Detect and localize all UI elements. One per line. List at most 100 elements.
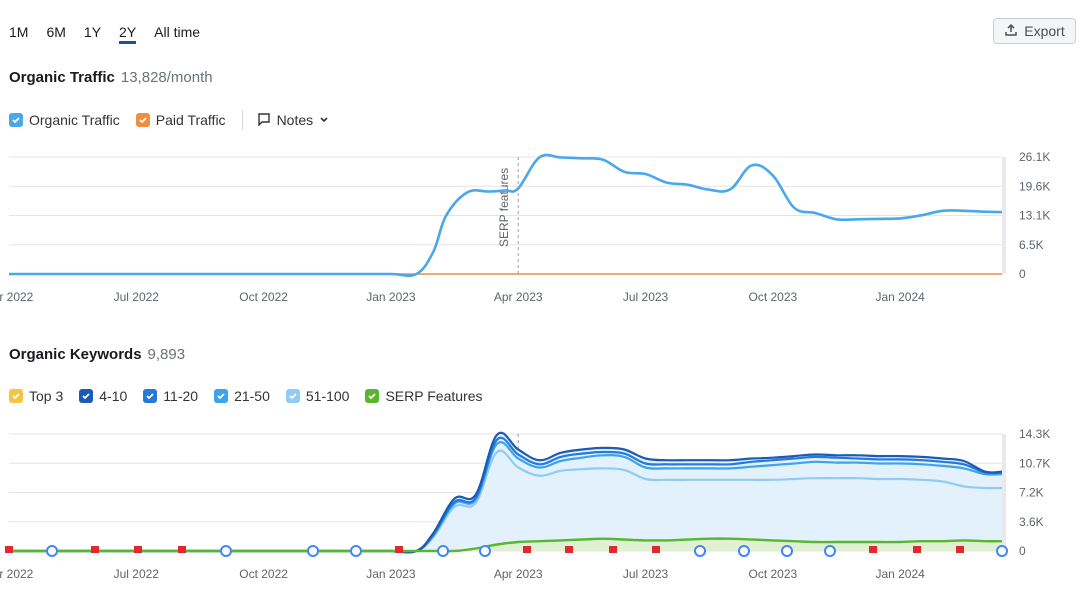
tab-all-time[interactable]: All time (154, 24, 201, 40)
export-button[interactable]: Export (993, 18, 1076, 44)
chart-scroll-strip (1002, 434, 1006, 551)
checkbox-checked-icon[interactable] (135, 113, 150, 127)
series-line-organic-traffic (8, 153, 1003, 278)
google-update-icon (46, 545, 58, 557)
google-update-icon (220, 545, 232, 557)
google-update-icon (996, 545, 1008, 557)
flag-icon (395, 546, 403, 553)
tab-1y[interactable]: 1Y (83, 24, 102, 40)
flag-icon (565, 546, 573, 553)
checkbox-checked-icon[interactable] (9, 113, 23, 127)
legend-top-3[interactable]: Top 3 (9, 388, 63, 404)
checkbox-checked-icon[interactable] (143, 389, 158, 403)
legend-label: Organic Traffic (29, 112, 120, 128)
checkbox-checked-icon[interactable] (9, 389, 23, 403)
x-tick-label: Oct 2022 (239, 567, 288, 581)
legend-label: SERP Features (385, 388, 483, 404)
x-tick-label: Jul 2022 (114, 567, 160, 581)
organic-keywords-value: 9,893 (147, 346, 186, 363)
organic-keywords-title: Organic Keywords (9, 346, 142, 363)
notes-dropdown[interactable]: Notes (257, 112, 330, 129)
tab-6m[interactable]: 6M (46, 24, 66, 40)
google-update-icon (350, 545, 362, 557)
organic-traffic-value: 13,828/month (120, 69, 213, 86)
legend-label: 11-20 (163, 388, 199, 404)
x-tick-label: Jan 2024 (875, 290, 925, 304)
flag-icon (178, 546, 186, 553)
chart-scroll-strip (1002, 157, 1006, 274)
export-icon (1004, 23, 1018, 40)
legend-51-100[interactable]: 51-100 (285, 388, 350, 404)
checkbox-checked-icon[interactable] (285, 389, 300, 403)
legend-21-50[interactable]: 21-50 (214, 388, 270, 404)
google-update-icon (781, 545, 793, 557)
x-tick-label: Jul 2023 (623, 567, 669, 581)
legend-serp-features[interactable]: SERP Features (365, 388, 482, 404)
google-update-icon (738, 545, 750, 557)
tab-1m[interactable]: 1M (9, 24, 29, 40)
y-tick-label: 26.1K (1019, 150, 1050, 164)
x-tick-label: Oct 2023 (748, 567, 797, 581)
y-tick-label: 0 (1019, 267, 1026, 281)
flag-icon (134, 546, 142, 553)
x-tick-label: Apr 2023 (494, 567, 543, 581)
organic-traffic-title: Organic Traffic (9, 69, 115, 86)
chevron-down-icon (319, 112, 329, 128)
x-tick-label: Apr 2022 (0, 290, 34, 304)
checkbox-checked-icon[interactable] (79, 389, 94, 403)
organic-keywords-chart: 14.3K 10.7K 7.2K 3.6K 0 Apr 2022 Jul 2022 Oct 2… (0, 427, 1050, 581)
checkbox-checked-icon[interactable] (214, 389, 229, 403)
y-tick-label: 14.3K (1019, 427, 1050, 441)
flag-icon (913, 546, 921, 553)
organic-traffic-chart: 26.1K 19.6K 13.1K 6.5K 0 Apr 2022 Jul 2022 Oct … (0, 150, 1050, 304)
time-range-tabs: 1M 6M 1Y 2Y All time (9, 22, 218, 44)
flag-icon (869, 546, 877, 553)
legend-11-20[interactable]: 11-20 (143, 388, 198, 404)
organic-keywords-heading: Organic Keywords 9,893 (9, 346, 185, 363)
google-update-icon (479, 545, 491, 557)
legend-label: Top 3 (29, 388, 64, 404)
export-label: Export (1024, 23, 1065, 39)
x-tick-label: Oct 2023 (748, 290, 797, 304)
y-tick-label: 0 (1019, 544, 1026, 558)
legend-label: 21-50 (234, 388, 270, 404)
x-tick-label: Jan 2024 (875, 567, 925, 581)
y-tick-label: 10.7K (1019, 456, 1050, 470)
google-update-icon (307, 545, 319, 557)
tab-2y[interactable]: 2Y (119, 22, 137, 44)
annotation-label: SERP features (497, 168, 511, 247)
legend-4-10[interactable]: 4-10 (79, 388, 127, 404)
y-tick-label: 19.6K (1019, 179, 1050, 193)
x-tick-label: Jul 2023 (623, 290, 669, 304)
organic-traffic-heading: Organic Traffic 13,828/month (9, 69, 213, 86)
checkbox-checked-icon[interactable] (365, 389, 380, 403)
flag-icon (91, 546, 99, 553)
y-tick-label: 13.1K (1019, 209, 1050, 223)
google-update-icon (694, 545, 706, 557)
serp-features-area (9, 538, 1002, 552)
flag-icon (956, 546, 964, 553)
flag-icon (609, 546, 617, 553)
legend-label: 51-100 (305, 388, 350, 404)
note-icon (257, 112, 271, 129)
y-tick-label: 3.6K (1019, 515, 1044, 529)
x-tick-label: Apr 2023 (494, 290, 543, 304)
legend-label: Paid Traffic (155, 112, 226, 128)
x-tick-label: Jan 2023 (366, 567, 416, 581)
flag-icon (5, 546, 13, 553)
legend-organic-traffic[interactable]: Organic Traffic (9, 112, 120, 128)
x-tick-label: Jul 2022 (114, 290, 160, 304)
legend-divider (241, 110, 243, 130)
series-line-serp-features (8, 537, 1003, 553)
flag-icon (652, 546, 660, 553)
legend-paid-traffic[interactable]: Paid Traffic (135, 112, 226, 128)
y-tick-label: 6.5K (1019, 238, 1044, 252)
x-tick-label: Apr 2022 (0, 567, 34, 581)
google-update-icon (437, 545, 449, 557)
keywords-legend: Top 3 4-10 11-20 21-50 51-100 SERP Features (9, 388, 498, 404)
y-tick-label: 7.2K (1019, 486, 1044, 500)
google-update-icon (824, 545, 836, 557)
flag-icon (523, 546, 531, 553)
x-tick-label: Jan 2023 (366, 290, 416, 304)
notes-label: Notes (276, 112, 314, 128)
